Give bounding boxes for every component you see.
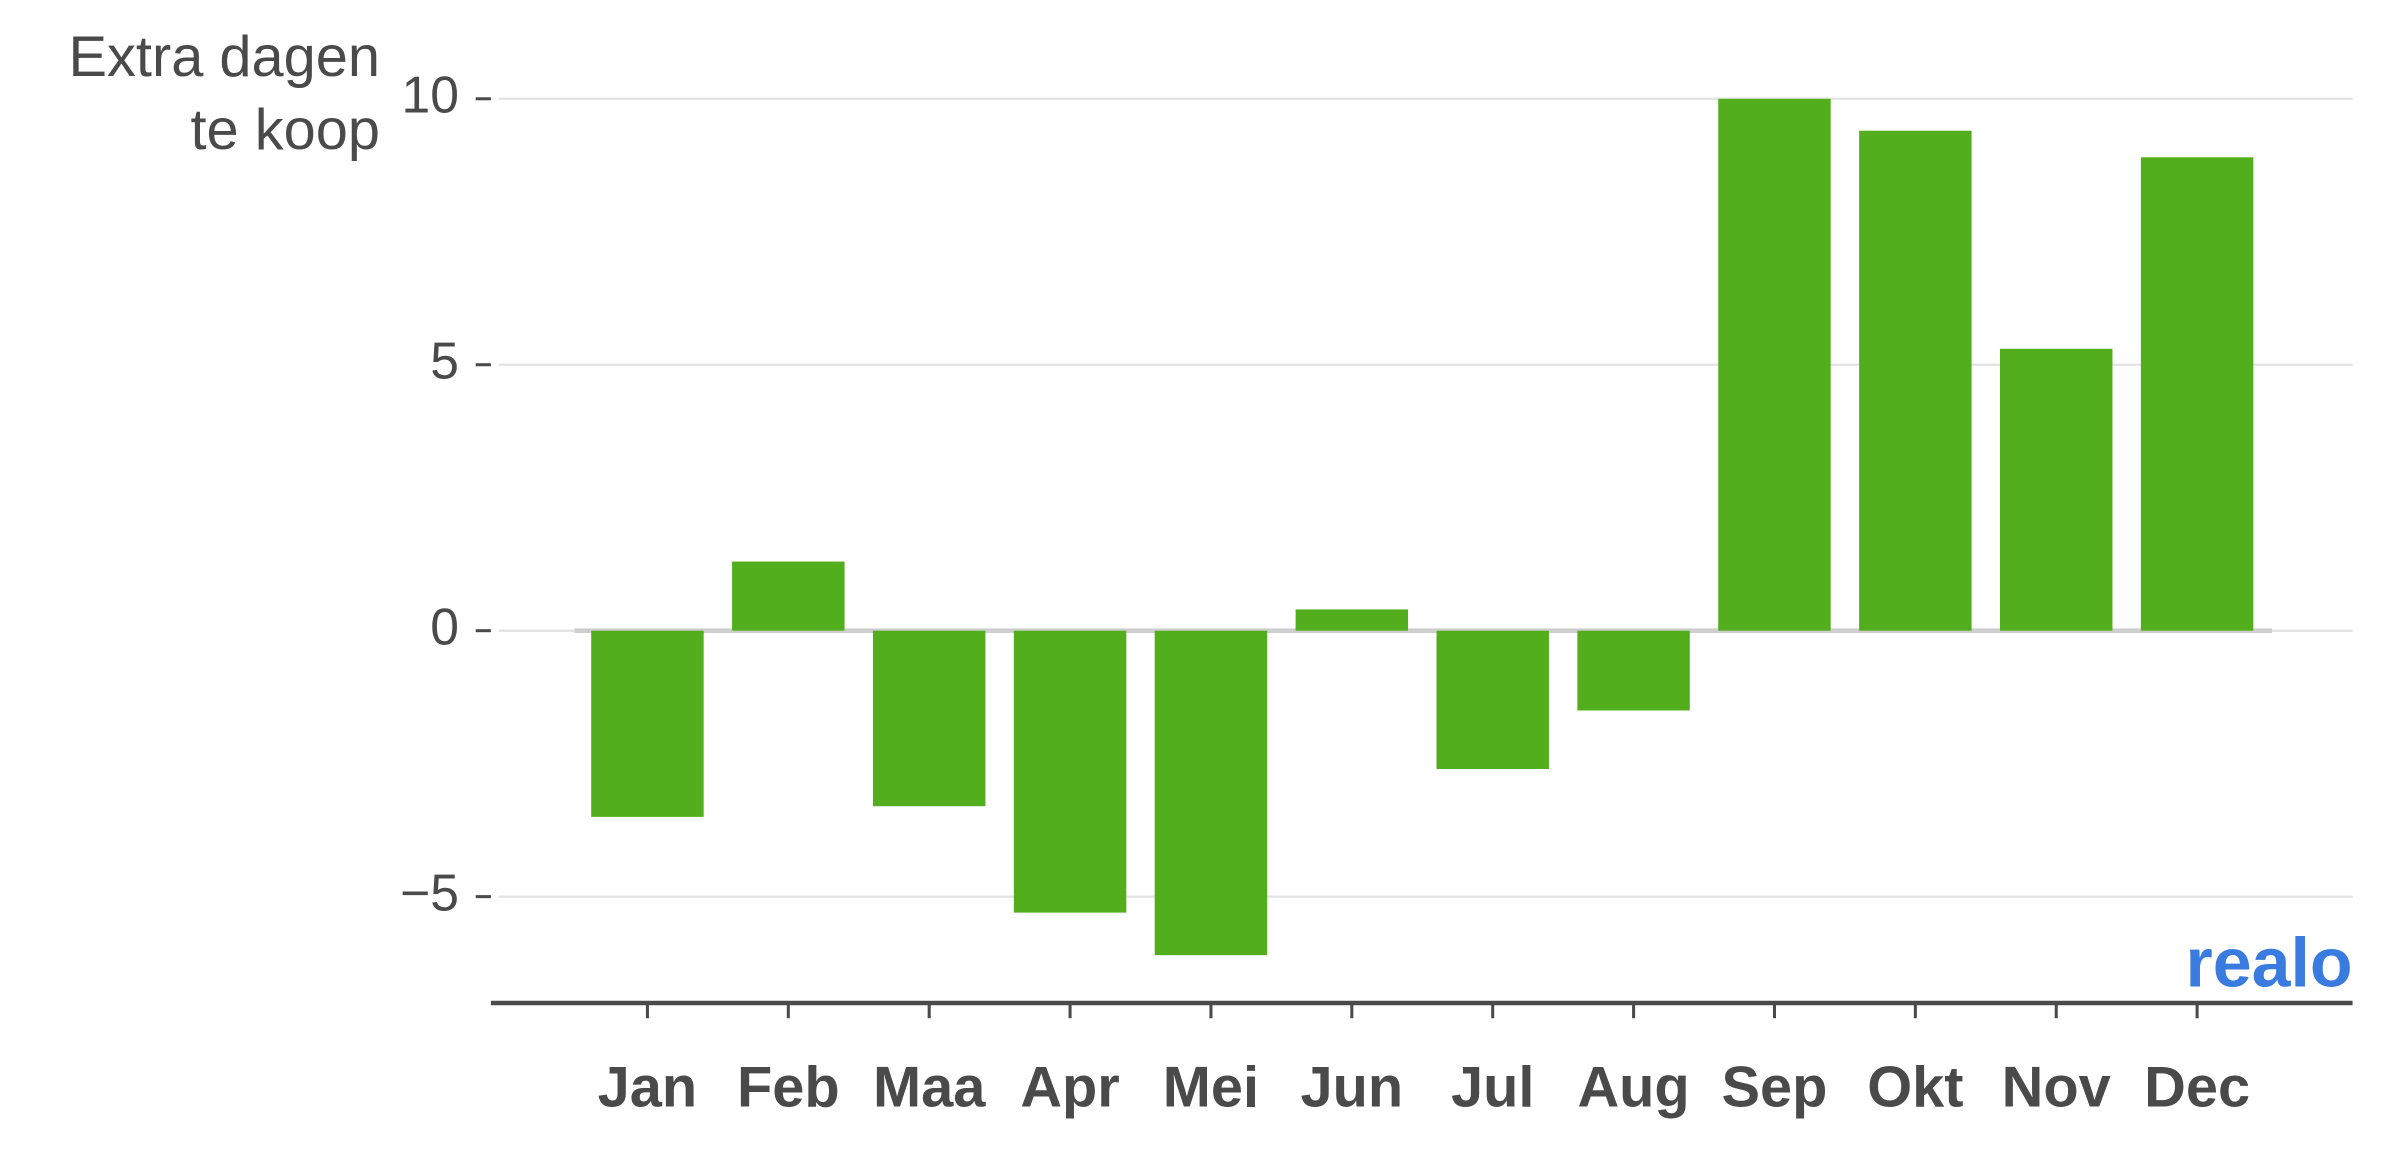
x-tick-label: Maa: [873, 1055, 986, 1119]
y-tick-label: 0: [430, 597, 459, 655]
x-tick-label: Sep: [1722, 1055, 1828, 1119]
bar: [2140, 157, 2254, 631]
bar: [1577, 630, 1690, 711]
bar: [1013, 630, 1127, 913]
axis-title-box: Extra dagen te koop: [68, 25, 380, 163]
bar: [1154, 630, 1268, 956]
bar: [1859, 130, 1972, 631]
x-tick-label: Okt: [1867, 1055, 1963, 1119]
x-tick-label: Jan: [598, 1055, 698, 1119]
bar: [732, 561, 845, 631]
x-tick-label: Nov: [2002, 1055, 2111, 1119]
x-tick-label: Jul: [1451, 1055, 1534, 1119]
bar: [591, 630, 704, 817]
logo: realo: [2186, 924, 2353, 1002]
x-tick-label: Dec: [2144, 1055, 2250, 1119]
bar: [1436, 630, 1549, 769]
x-tick-label: Feb: [737, 1055, 840, 1119]
bar: [2000, 348, 2113, 631]
y-tick-label: −5: [400, 863, 459, 921]
y-axis-title: Extra dagen te koop: [68, 25, 380, 163]
x-tick-label: Jun: [1300, 1055, 1403, 1119]
y-tick-label: 10: [402, 65, 459, 123]
bar: [872, 630, 986, 807]
x-tick-label: Mei: [1163, 1055, 1259, 1119]
bar: [1295, 609, 1409, 631]
x-tick-label: Aug: [1577, 1055, 1689, 1119]
y-tick-label: 5: [430, 331, 459, 389]
bar: [1718, 98, 1831, 631]
x-tick-label: Apr: [1020, 1055, 1119, 1119]
